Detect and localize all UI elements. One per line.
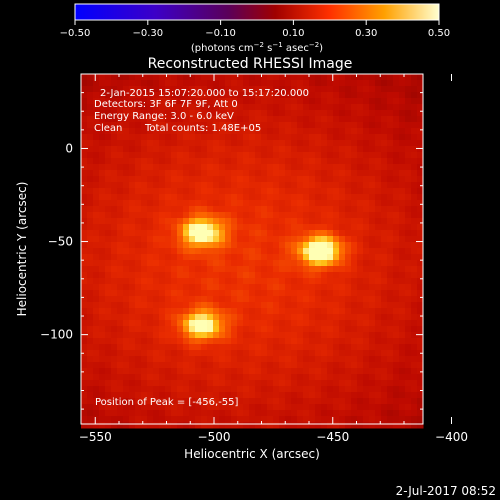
x-tick-label: −400 xyxy=(435,430,468,444)
colorbar-tick-label: 0.50 xyxy=(428,28,450,39)
colorbar-ticks: −0.50 −0.30 −0.10 0.10 0.30 0.50 xyxy=(60,20,450,39)
colorbar-tick-label: 0.30 xyxy=(355,28,377,39)
y-tick-label: 0 xyxy=(65,141,73,155)
chart-title: Reconstructed RHESSI Image xyxy=(148,56,353,72)
x-tick-label: −500 xyxy=(198,430,231,444)
annotation-peak-position: Position of Peak = [-456,-55] xyxy=(95,397,239,408)
annotation-time: 2-Jan-2015 15:07:20.000 to 15:17:20.000 xyxy=(100,88,309,99)
plot-frame xyxy=(80,73,424,425)
colorbar-tick-label: 0.10 xyxy=(282,28,304,39)
axis-ticks: −550 −500 −450 −400−100−500 xyxy=(40,73,468,444)
y-tick-label: −50 xyxy=(48,235,73,249)
colorbar-unit-label: (photons cm−2 s−1 asec−2) xyxy=(191,41,323,54)
annotation-counts: Total counts: 1.48E+05 xyxy=(145,123,262,134)
y-axis-label: Heliocentric Y (arcsec) xyxy=(15,182,29,317)
annotation-detectors: Detectors: 3F 6F 7F 9F, Att 0 xyxy=(94,99,238,110)
annotation-energy: Energy Range: 3.0 - 6.0 keV xyxy=(94,111,234,122)
annotation-method: Clean xyxy=(94,123,123,134)
colorbar xyxy=(74,3,440,21)
colorbar-tick-label: −0.10 xyxy=(205,28,236,39)
colorbar-tick-label: −0.30 xyxy=(132,28,163,39)
y-tick-label: −100 xyxy=(40,328,73,342)
heatmap-image xyxy=(81,74,424,429)
footer-date: 2-Jul-2017 08:52 xyxy=(396,484,496,498)
x-tick-label: −550 xyxy=(79,430,112,444)
x-tick-label: −450 xyxy=(316,430,349,444)
colorbar-tick-label: −0.50 xyxy=(60,28,91,39)
x-axis-label: Heliocentric X (arcsec) xyxy=(184,447,320,461)
